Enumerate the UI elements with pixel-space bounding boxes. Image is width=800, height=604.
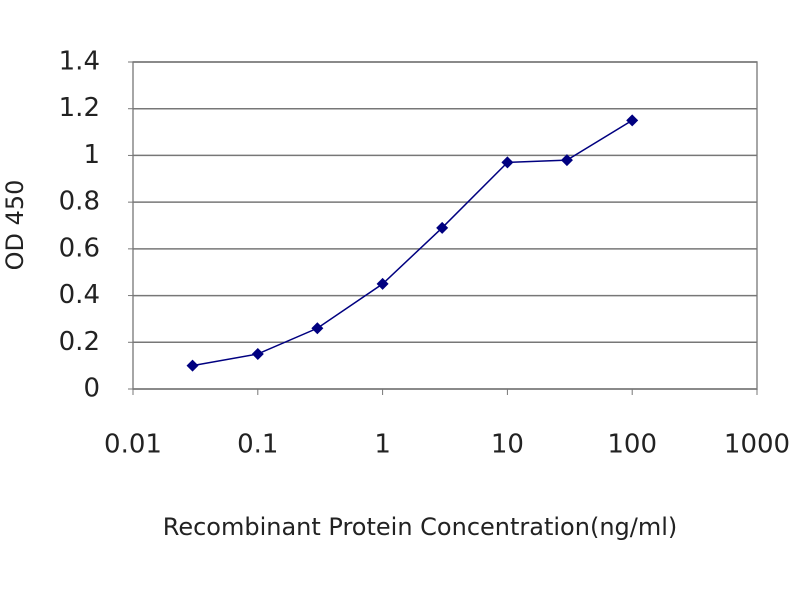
- data-point: [626, 114, 639, 127]
- y-tick-label: 0.6: [59, 233, 100, 263]
- data-point: [436, 221, 449, 234]
- data-line: [192, 119, 633, 367]
- y-axis-label: OD 450: [1, 180, 29, 271]
- data-point: [311, 322, 324, 335]
- x-tick-label: 100: [607, 430, 657, 460]
- data-point: [251, 347, 264, 360]
- x-tick-label: 0.1: [237, 430, 278, 460]
- y-tick-label: 0.2: [59, 327, 100, 357]
- x-axis-label: Recombinant Protein Concentration(ng/ml): [163, 513, 678, 541]
- y-tick-label: 0: [83, 374, 100, 404]
- y-tick-label: 0.4: [59, 280, 100, 310]
- data-point: [501, 156, 514, 169]
- y-tick-label: 1: [83, 140, 100, 170]
- x-tick-label: 0.01: [104, 430, 162, 460]
- y-tick-label: 1.4: [59, 47, 100, 77]
- y-tick-label: 0.8: [59, 187, 100, 217]
- data-point: [560, 154, 573, 167]
- x-tick-label: 1: [374, 430, 391, 460]
- y-tick-label: 1.2: [59, 93, 100, 123]
- x-tick-label: 1000: [724, 430, 790, 460]
- data-point: [376, 277, 389, 290]
- x-tick-label: 10: [491, 430, 524, 460]
- data-point: [186, 359, 199, 372]
